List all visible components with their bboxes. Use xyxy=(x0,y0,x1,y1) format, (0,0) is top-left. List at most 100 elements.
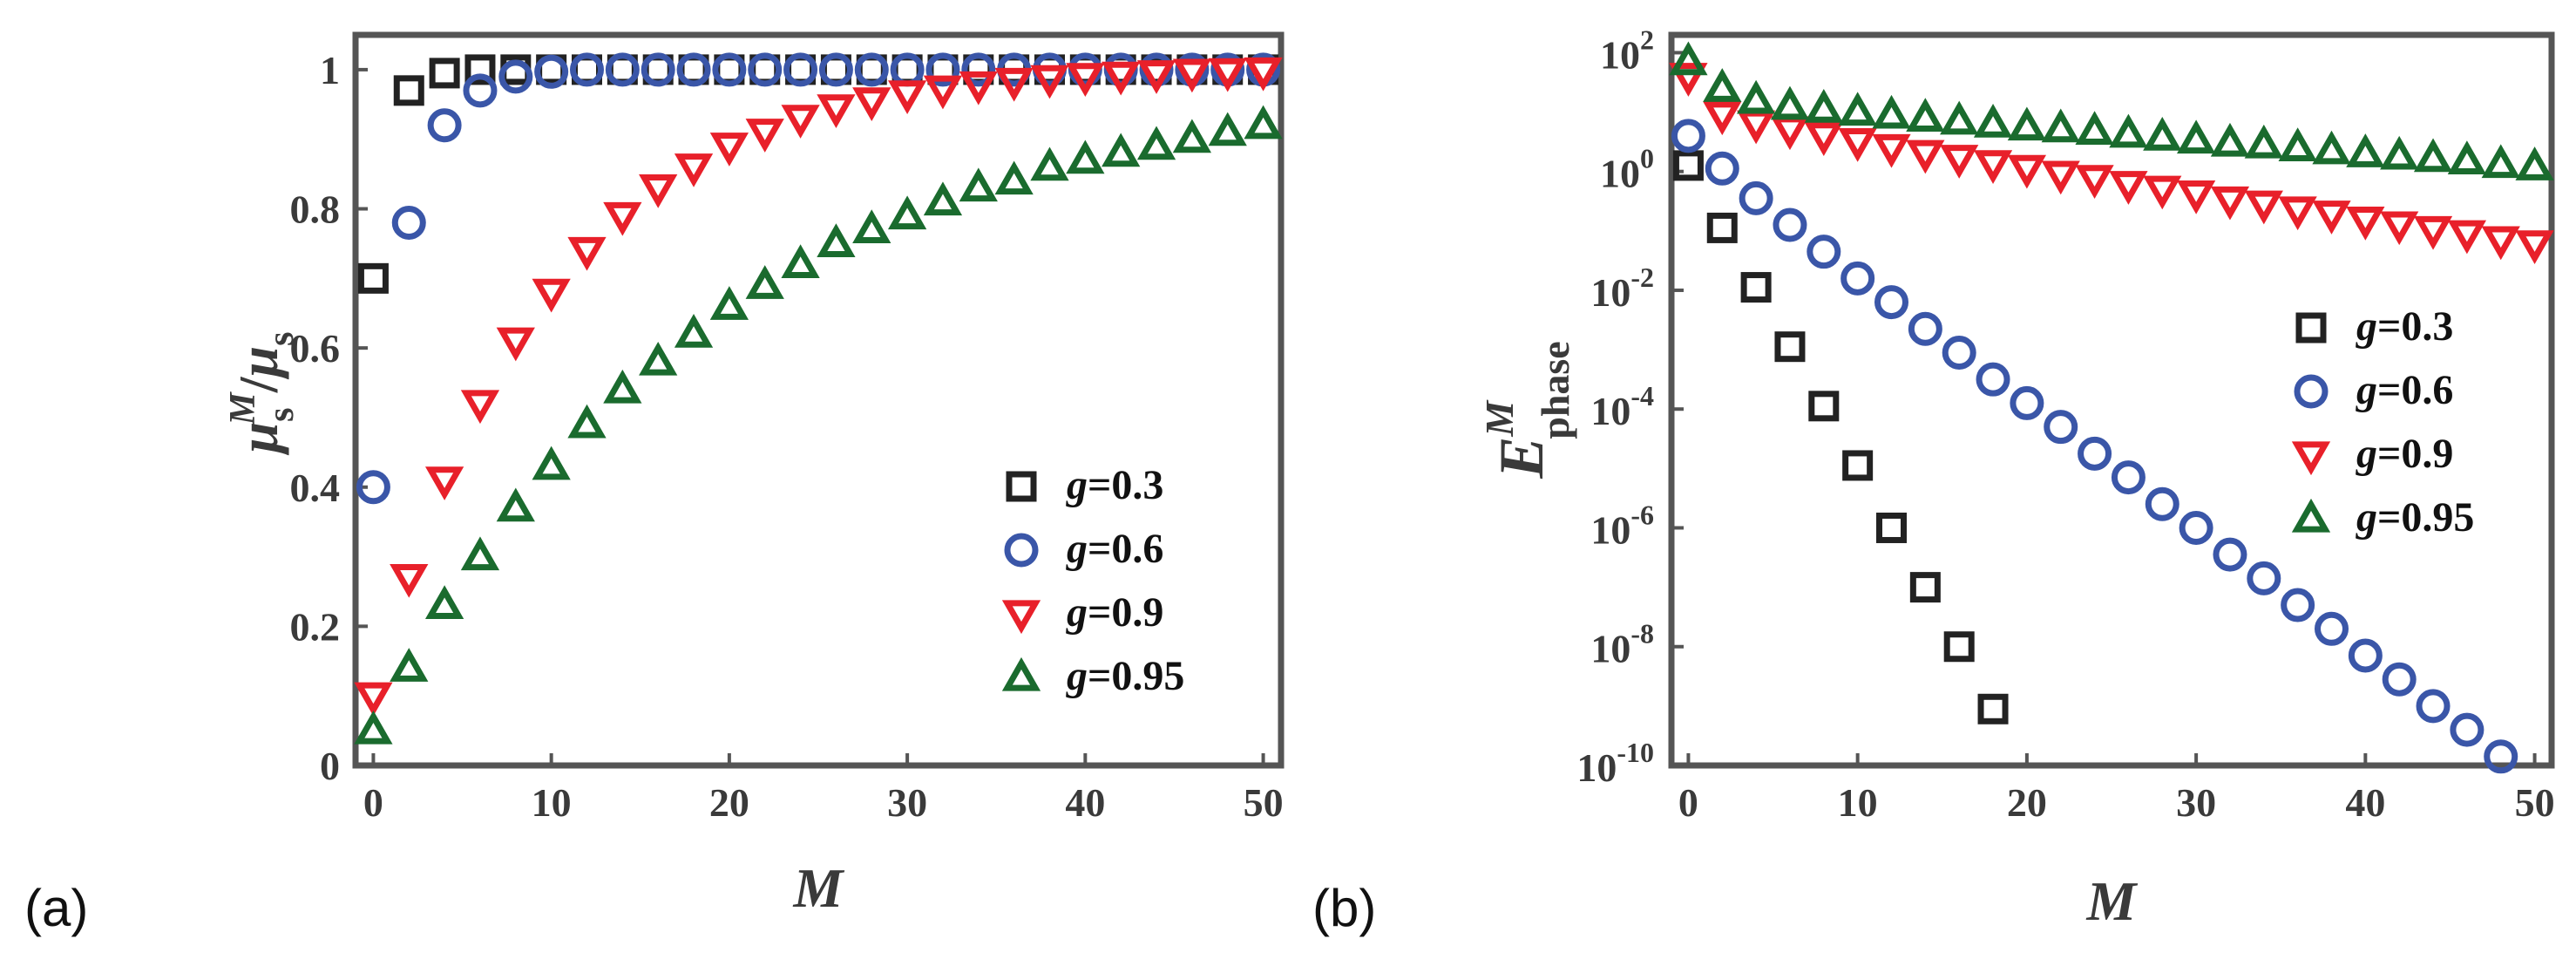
point-b-0.9-m16 xyxy=(1940,145,1979,179)
series-b-0.6 xyxy=(1671,119,2518,774)
legend-marker-0.9 xyxy=(2291,441,2331,476)
point-b-0.9-m36 xyxy=(2278,196,2317,231)
point-a-0.6-m28 xyxy=(854,52,889,87)
point-b-0.9-m26 xyxy=(2109,171,2148,205)
point-b-0.95-m4 xyxy=(1736,79,1776,114)
point-a-0.3-m6 xyxy=(464,54,496,85)
legend-label-0.6: g=0.6 xyxy=(1066,526,1163,572)
y-label-e-sup: M xyxy=(1477,399,1522,438)
point-b-0.95-m28 xyxy=(2143,117,2182,151)
panel-label-a: (a) xyxy=(24,879,88,937)
point-b-0.95-m16 xyxy=(1940,100,1979,135)
point-b-0.6-m22 xyxy=(2044,410,2078,445)
point-b-0.95-m2 xyxy=(1703,68,1742,102)
point-a-0.6-m18 xyxy=(676,52,711,87)
legend-marker-0.95 xyxy=(1001,656,1041,691)
point-a-0.9-m30 xyxy=(887,80,927,114)
point-a-0.9-m32 xyxy=(923,75,963,110)
point-a-0.9-m24 xyxy=(781,105,820,139)
point-a-0.6-m26 xyxy=(818,52,853,87)
legend-marker-0.95 xyxy=(2291,498,2331,533)
point-b-0.9-m0 xyxy=(1669,63,1708,97)
point-a-0.95-m32 xyxy=(923,181,963,216)
point-a-0.9-m12 xyxy=(567,236,607,271)
point-a-0.95-m6 xyxy=(460,536,500,571)
point-b-0.95-m20 xyxy=(2007,106,2047,141)
point-b-0.6-m12 xyxy=(1874,285,1908,320)
point-b-0.6-m26 xyxy=(2111,460,2146,495)
y-tick-label-a-1: 1 xyxy=(320,48,340,92)
point-a-0.95-m26 xyxy=(817,223,856,258)
panel-b: 0 10 20 30 40 50 102 100 10-2 10-4 10-6 10-8 10-10 M… xyxy=(1312,24,2555,937)
x-tick-label-b-40: 40 xyxy=(2345,780,2385,825)
point-b-0.9-m28 xyxy=(2143,175,2182,210)
x-y-ticks-a: 0 10 20 30 40 50 0 0.2 0.4 0.6 0.8 1 xyxy=(290,48,1284,825)
point-b-0.95-m46 xyxy=(2447,140,2487,175)
series-a-0.6 xyxy=(356,52,1281,505)
point-b-0.6-m40 xyxy=(2348,638,2383,673)
point-b-0.9-m20 xyxy=(2007,154,2047,189)
point-b-0.6-m4 xyxy=(1739,180,1773,215)
point-a-0.6-m10 xyxy=(534,54,569,89)
y-label-sub2: s xyxy=(261,331,302,345)
point-a-0.6-m2 xyxy=(391,205,426,240)
legend-label-0.6: g=0.6 xyxy=(2356,367,2453,413)
point-b-0.9-m4 xyxy=(1736,110,1776,145)
point-b-0.6-m16 xyxy=(1942,335,1976,370)
point-b-0.95-m50 xyxy=(2515,146,2554,180)
point-b-0.9-m22 xyxy=(2041,160,2080,195)
point-a-0.9-m38 xyxy=(1030,65,1069,99)
point-a-0.95-m10 xyxy=(532,445,571,480)
point-b-0.9-m34 xyxy=(2244,190,2283,225)
x-tick-label-b-0: 0 xyxy=(1678,780,1698,825)
point-a-0.95-m12 xyxy=(567,404,607,439)
point-b-0.6-m48 xyxy=(2484,739,2518,774)
point-b-0.9-m30 xyxy=(2176,180,2216,214)
point-b-0.6-m2 xyxy=(1705,151,1739,186)
point-b-0.95-m24 xyxy=(2075,111,2114,145)
point-a-0.9-m36 xyxy=(994,67,1034,102)
point-a-0.9-m14 xyxy=(603,201,642,236)
legend-label-0.9: g=0.9 xyxy=(2356,431,2453,477)
y-label-slash: / xyxy=(227,376,289,393)
y-label-e-sub: phase xyxy=(1533,341,1577,439)
point-a-0.95-m46 xyxy=(1172,119,1212,153)
point-b-0.3-m4 xyxy=(1740,272,1772,303)
point-b-0.6-m18 xyxy=(1976,362,2010,397)
point-b-0.6-m36 xyxy=(2281,588,2315,622)
point-b-0.6-m20 xyxy=(2010,385,2044,420)
point-b-0.3-m6 xyxy=(1774,331,1806,363)
point-a-0.95-m48 xyxy=(1208,112,1247,146)
point-b-0.3-m0 xyxy=(1672,150,1704,181)
point-a-0.95-m34 xyxy=(959,167,998,202)
point-b-0.95-m26 xyxy=(2109,113,2148,148)
point-b-0.9-m46 xyxy=(2447,220,2487,255)
point-b-0.95-m18 xyxy=(1973,104,2013,138)
point-a-0.9-m0 xyxy=(354,682,393,717)
point-b-0.3-m8 xyxy=(1808,391,1840,422)
y-tick-label-a-0.6: 0.6 xyxy=(290,326,341,371)
legend-marker-0.3 xyxy=(2295,312,2327,343)
x-tick-label-b-50: 50 xyxy=(2515,780,2555,825)
y-label-mu2: μ xyxy=(227,346,289,380)
y-tick-label-a-0.2: 0.2 xyxy=(290,604,341,649)
x-y-ticks-b: 0 10 20 30 40 50 102 100 10-2 10-4 10-6 10-8 10-10 xyxy=(1576,24,2554,825)
point-a-0.9-m26 xyxy=(817,94,856,128)
point-b-0.6-m30 xyxy=(2179,510,2213,545)
data-points-b xyxy=(1669,41,2554,774)
point-a-0.6-m22 xyxy=(748,52,783,87)
x-tick-label-a-0: 0 xyxy=(363,780,383,825)
point-b-0.95-m40 xyxy=(2346,133,2385,167)
point-a-0.6-m34 xyxy=(961,52,996,87)
point-b-0.9-m6 xyxy=(1770,116,1810,151)
point-b-0.95-m8 xyxy=(1804,89,1843,123)
y-tick-label-b--4: 10-4 xyxy=(1590,380,1654,433)
point-a-0.95-m24 xyxy=(781,244,820,278)
point-b-0.9-m48 xyxy=(2481,226,2520,261)
point-a-0.9-m40 xyxy=(1066,63,1105,98)
point-a-0.9-m16 xyxy=(639,174,678,208)
point-a-0.9-m46 xyxy=(1172,58,1212,93)
point-a-0.3-m2 xyxy=(393,75,424,106)
point-b-0.6-m34 xyxy=(2247,561,2281,595)
x-tick-label-a-50: 50 xyxy=(1244,780,1284,825)
